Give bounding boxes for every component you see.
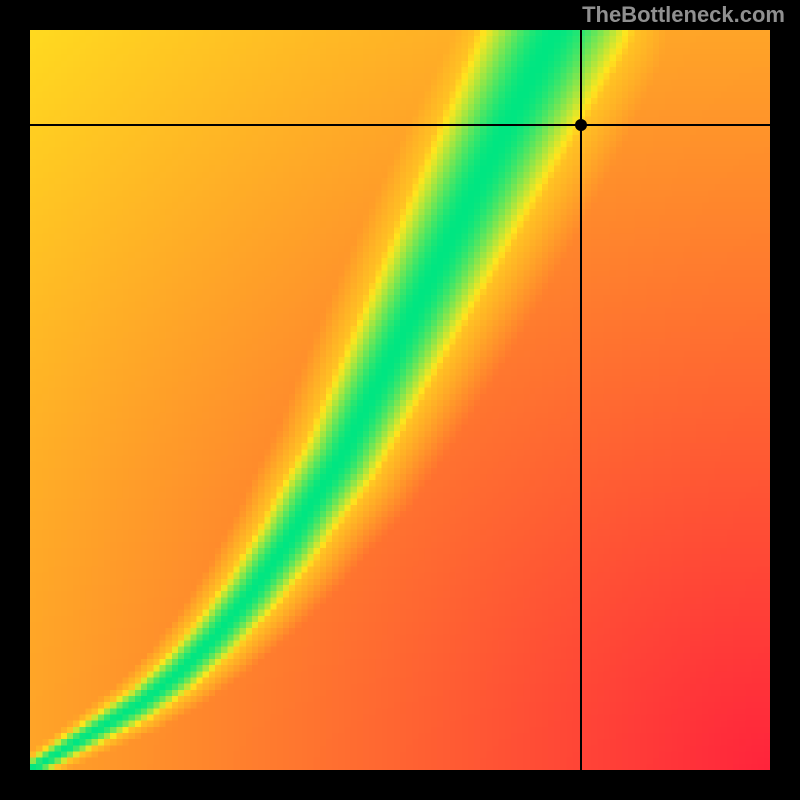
chart-container: TheBottleneck.com bbox=[0, 0, 800, 800]
plot-area bbox=[30, 30, 770, 770]
crosshair-vertical bbox=[580, 30, 582, 770]
crosshair-marker bbox=[575, 119, 587, 131]
crosshair-horizontal bbox=[30, 124, 770, 126]
bottleneck-heatmap bbox=[30, 30, 770, 770]
watermark-label: TheBottleneck.com bbox=[582, 2, 785, 28]
